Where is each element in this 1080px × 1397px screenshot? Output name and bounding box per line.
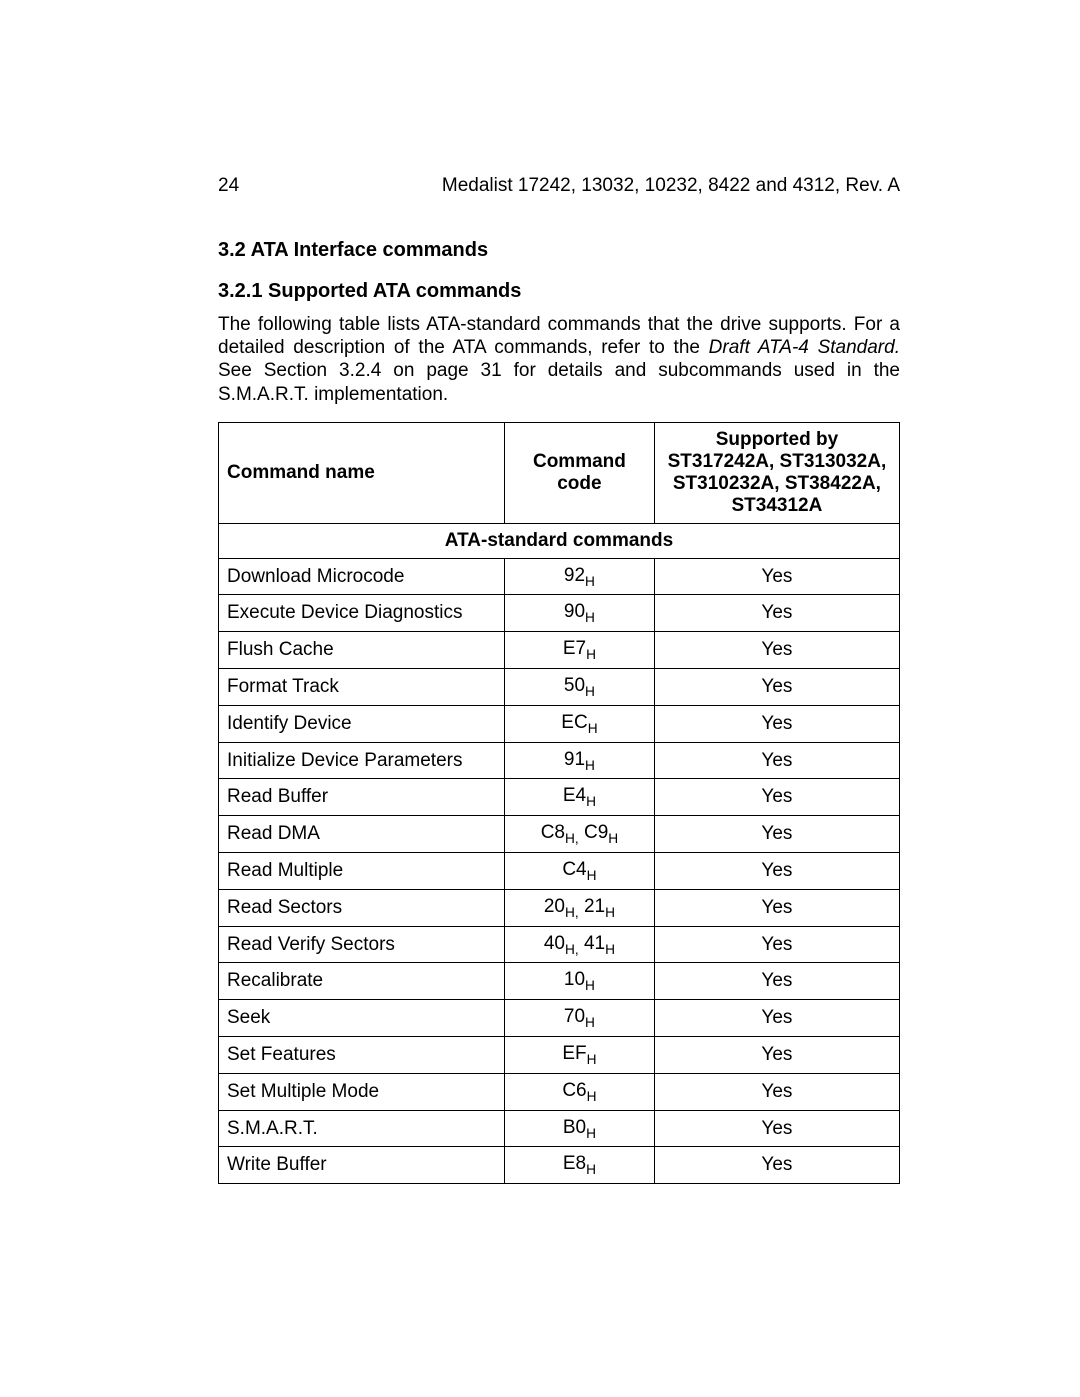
cell-command-name: Read Multiple (219, 853, 505, 890)
cell-command-code: B0H (505, 1110, 655, 1147)
cell-supported: Yes (654, 853, 899, 890)
table-row: Write BufferE8HYes (219, 1147, 900, 1184)
cell-command-code: C6H (505, 1073, 655, 1110)
table-row: S.M.A.R.T.B0HYes (219, 1110, 900, 1147)
cell-command-code: 92H (505, 558, 655, 595)
cell-command-code: 90H (505, 595, 655, 632)
cell-command-name: Set Features (219, 1037, 505, 1074)
cell-supported: Yes (654, 779, 899, 816)
table-section-label: ATA-standard commands (219, 523, 900, 558)
cell-command-name: Initialize Device Parameters (219, 742, 505, 779)
cell-command-code: E7H (505, 632, 655, 669)
cell-command-code: 50H (505, 669, 655, 706)
cell-command-name: Execute Device Diagnostics (219, 595, 505, 632)
table-row: Set FeaturesEFHYes (219, 1037, 900, 1074)
cell-command-name: S.M.A.R.T. (219, 1110, 505, 1147)
cell-supported: Yes (654, 1147, 899, 1184)
section-heading: 3.2 ATA Interface commands (218, 239, 900, 262)
cell-command-code: 20H, 21H (505, 889, 655, 926)
cell-command-name: Read Buffer (219, 779, 505, 816)
table-row: Read BufferE4HYes (219, 779, 900, 816)
cell-supported: Yes (654, 963, 899, 1000)
table-row: Read MultipleC4HYes (219, 853, 900, 890)
cell-supported: Yes (654, 1073, 899, 1110)
cell-supported: Yes (654, 926, 899, 963)
cell-supported: Yes (654, 889, 899, 926)
intro-paragraph: The following table lists ATA-standard c… (218, 313, 900, 406)
page-number: 24 (218, 175, 248, 197)
cell-command-code: E8H (505, 1147, 655, 1184)
cell-command-name: Format Track (219, 669, 505, 706)
table-body: Download Microcode92HYesExecute Device D… (219, 558, 900, 1184)
subsection-heading: 3.2.1 Supported ATA commands (218, 280, 900, 303)
cell-command-code: EFH (505, 1037, 655, 1074)
cell-command-name: Set Multiple Mode (219, 1073, 505, 1110)
cell-supported: Yes (654, 742, 899, 779)
cell-supported: Yes (654, 1000, 899, 1037)
cell-supported: Yes (654, 558, 899, 595)
table-row: Initialize Device Parameters91HYes (219, 742, 900, 779)
cell-command-code: 10H (505, 963, 655, 1000)
cell-command-name: Write Buffer (219, 1147, 505, 1184)
th-command-code: Command code (505, 422, 655, 523)
table-header-row: Command name Command code Supported by S… (219, 422, 900, 523)
table-row: Execute Device Diagnostics90HYes (219, 595, 900, 632)
cell-command-code: C4H (505, 853, 655, 890)
cell-supported: Yes (654, 705, 899, 742)
cell-command-name: Recalibrate (219, 963, 505, 1000)
commands-table: Command name Command code Supported by S… (218, 422, 900, 1185)
th-supported-line2: ST317242A, ST313032A, (663, 451, 891, 473)
cell-command-name: Read Verify Sectors (219, 926, 505, 963)
cell-command-name: Flush Cache (219, 632, 505, 669)
cell-supported: Yes (654, 595, 899, 632)
table-section-row: ATA-standard commands (219, 523, 900, 558)
intro-text-italic: Draft ATA-4 Standard. (709, 337, 900, 358)
cell-command-name: Identify Device (219, 705, 505, 742)
table-row: Format Track50HYes (219, 669, 900, 706)
cell-command-code: 40H, 41H (505, 926, 655, 963)
cell-command-code: E4H (505, 779, 655, 816)
th-supported-by: Supported by ST317242A, ST313032A, ST310… (654, 422, 899, 523)
cell-command-name: Seek (219, 1000, 505, 1037)
cell-supported: Yes (654, 632, 899, 669)
table-row: Read Sectors20H, 21HYes (219, 889, 900, 926)
table-row: Seek70HYes (219, 1000, 900, 1037)
th-supported-line3: ST310232A, ST38422A, (663, 473, 891, 495)
cell-command-name: Read Sectors (219, 889, 505, 926)
cell-supported: Yes (654, 816, 899, 853)
th-command-name: Command name (219, 422, 505, 523)
page: 24 Medalist 17242, 13032, 10232, 8422 an… (0, 0, 1080, 1397)
cell-command-code: C8H, C9H (505, 816, 655, 853)
cell-command-code: 70H (505, 1000, 655, 1037)
cell-command-name: Download Microcode (219, 558, 505, 595)
table-row: Set Multiple ModeC6HYes (219, 1073, 900, 1110)
table-row: Read DMAC8H, C9HYes (219, 816, 900, 853)
running-title: Medalist 17242, 13032, 10232, 8422 and 4… (248, 175, 900, 197)
table-row: Recalibrate10HYes (219, 963, 900, 1000)
cell-command-code: ECH (505, 705, 655, 742)
running-head: 24 Medalist 17242, 13032, 10232, 8422 an… (218, 175, 900, 197)
table-row: Read Verify Sectors40H, 41HYes (219, 926, 900, 963)
th-supported-line1: Supported by (663, 429, 891, 451)
cell-command-name: Read DMA (219, 816, 505, 853)
cell-supported: Yes (654, 669, 899, 706)
cell-supported: Yes (654, 1110, 899, 1147)
intro-text-post: See Section 3.2.4 on page 31 for details… (218, 360, 900, 404)
cell-supported: Yes (654, 1037, 899, 1074)
cell-command-code: 91H (505, 742, 655, 779)
table-row: Identify DeviceECHYes (219, 705, 900, 742)
th-supported-line4: ST34312A (663, 495, 891, 517)
table-row: Download Microcode92HYes (219, 558, 900, 595)
table-row: Flush CacheE7HYes (219, 632, 900, 669)
